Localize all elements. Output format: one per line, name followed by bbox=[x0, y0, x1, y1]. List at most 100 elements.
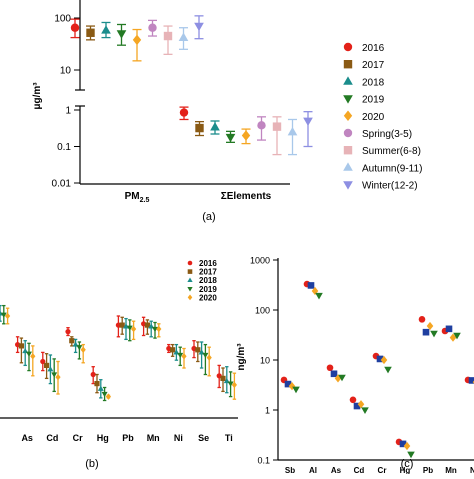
panel-c-point bbox=[445, 325, 453, 333]
panel-b-point bbox=[227, 381, 234, 387]
panel-a-category-label-pm25: PM2.5 bbox=[125, 191, 150, 204]
panel-b-point bbox=[0, 312, 7, 318]
panel-b-point bbox=[30, 353, 36, 360]
panel-a-legend-marker bbox=[343, 76, 353, 85]
panel-a-legend-marker bbox=[343, 162, 353, 171]
panel-a-caption: (a) bbox=[202, 211, 215, 223]
panel-b-legend-marker bbox=[187, 269, 193, 274]
panel-c-x-tick-label: Pb bbox=[423, 466, 433, 474]
panel-b-point bbox=[170, 347, 176, 353]
panel-b-legend-label: 2016 bbox=[199, 259, 217, 268]
panel-a-legend-marker bbox=[343, 128, 353, 138]
panel-c-x-tick-label: Al bbox=[309, 466, 317, 474]
panel-c-y-ticks: 1000 100 10 1 0.1 bbox=[250, 256, 278, 466]
panel-c: ng/m³ 1000 100 10 1 0.1 Sb Al As Cd Cr Hg Pb Mn Ni (… bbox=[236, 256, 474, 475]
panel-c-point bbox=[361, 407, 369, 414]
panel-c-x-tick-labels: Sb Al As Cd Cr Hg Pb Mn Ni bbox=[285, 466, 474, 475]
panel-b-point bbox=[220, 375, 226, 381]
panel-a-point bbox=[303, 117, 313, 127]
panel-b-point bbox=[123, 323, 129, 329]
panel-c-point bbox=[315, 292, 323, 300]
panel-a-point bbox=[225, 133, 236, 143]
panel-c-y-axis-label: ng/m³ bbox=[236, 343, 247, 371]
panel-a-legend-marker bbox=[343, 110, 353, 122]
panel-a-category-pm25-text: PM bbox=[125, 191, 140, 202]
panel-a-y-tick-label: 10 bbox=[60, 66, 72, 77]
panel-a-legend-label: Spring(3-5) bbox=[362, 129, 412, 140]
panel-c-point bbox=[330, 370, 338, 378]
panel-b-point bbox=[181, 353, 187, 360]
panel-c-point bbox=[380, 355, 388, 365]
panel-c-point bbox=[426, 321, 434, 331]
panel-c-x-tick-label: Hg bbox=[400, 466, 411, 474]
panel-b-x-tick-label: Pb bbox=[122, 433, 134, 443]
panel-b-point bbox=[44, 362, 50, 368]
panel-b: As Cd Cr Hg Pb Mn Ni Se Ti 20162017201820192020 … bbox=[0, 259, 238, 470]
panel-b-x-tick-label: Hg bbox=[97, 433, 109, 443]
panel-a-legend-label: Winter(12-2) bbox=[362, 181, 418, 192]
panel-b-point bbox=[177, 352, 184, 359]
panel-c-caption: (c) bbox=[401, 458, 414, 470]
panel-a-legend-marker bbox=[343, 181, 353, 190]
panel-c-point bbox=[326, 364, 334, 372]
panel-b-x-tick-label: Mn bbox=[147, 433, 160, 443]
panel-b-x-tick-label: As bbox=[21, 433, 33, 443]
panel-c-x-tick-label: Mn bbox=[445, 466, 457, 474]
panel-a-legend-label: Autumn(9-11) bbox=[362, 163, 422, 174]
panel-c-point bbox=[430, 330, 438, 338]
panel-b-legend-marker bbox=[187, 286, 193, 292]
panel-c-point bbox=[357, 400, 365, 409]
panel-c-point bbox=[403, 441, 411, 451]
panel-c-x-tick-label: As bbox=[331, 466, 342, 474]
panel-c-y-tick-label: 10 bbox=[260, 356, 270, 366]
panel-b-legend-label: 2020 bbox=[199, 293, 217, 302]
panel-b-legend-label: 2017 bbox=[199, 268, 217, 277]
panel-c-point bbox=[284, 380, 292, 388]
panel-b-point bbox=[76, 345, 83, 351]
panel-a-legend-marker bbox=[343, 95, 353, 104]
panel-b-point bbox=[69, 338, 75, 344]
panel-b-point bbox=[5, 312, 11, 320]
panel-b-point bbox=[51, 372, 58, 378]
panel-b-point bbox=[18, 343, 24, 349]
panel-b-point bbox=[152, 326, 158, 333]
panel-b-legend-marker bbox=[187, 260, 193, 266]
panel-b-point bbox=[55, 373, 61, 381]
panel-b-x-tick-label: Se bbox=[198, 433, 209, 443]
panel-c-point bbox=[384, 366, 392, 374]
panel-b-point bbox=[195, 347, 201, 353]
panel-b-point bbox=[94, 381, 100, 387]
panel-b-point bbox=[231, 381, 237, 389]
panel-b-point bbox=[65, 329, 71, 335]
panel-a-legend: 2016 2017 2018 2019 2020 Spring(3-5) Summer(6-… bbox=[343, 42, 422, 192]
panel-a-point bbox=[210, 122, 220, 131]
panel-c-point bbox=[468, 377, 474, 384]
panel-b-legend-label: 2018 bbox=[199, 276, 217, 285]
panel-b-point bbox=[80, 346, 86, 354]
panel-b-point bbox=[101, 391, 108, 398]
panel-c-y-tick-label: 0.1 bbox=[257, 456, 270, 466]
panel-b-legend-marker bbox=[187, 294, 193, 301]
panel-a-point bbox=[116, 30, 127, 39]
panel-b-point bbox=[90, 371, 96, 378]
panel-b-point bbox=[105, 393, 111, 400]
panel-a-point bbox=[272, 122, 282, 131]
panel-b-point bbox=[131, 325, 137, 333]
panel-a-legend-label: 2017 bbox=[362, 60, 385, 71]
panel-c-point bbox=[449, 333, 457, 342]
panel-b-point bbox=[47, 366, 54, 372]
panel-b-legend-marker bbox=[187, 277, 193, 283]
panel-a-legend-marker bbox=[343, 42, 353, 52]
panel-a-point bbox=[194, 22, 204, 32]
panel-c-x-tick-label: Sb bbox=[285, 466, 295, 474]
panel-a-point bbox=[148, 23, 157, 32]
panel-a-y-tick-label: 100 bbox=[54, 14, 71, 25]
panel-b-caption: (b) bbox=[85, 458, 98, 470]
panel-a-point bbox=[178, 32, 189, 41]
panel-c-x-tick-label: Cd bbox=[354, 466, 365, 474]
panel-c-point bbox=[376, 355, 384, 363]
panel-a-legend-label: Summer(6-8) bbox=[362, 146, 421, 157]
panel-c-y-tick-label: 100 bbox=[255, 306, 270, 316]
